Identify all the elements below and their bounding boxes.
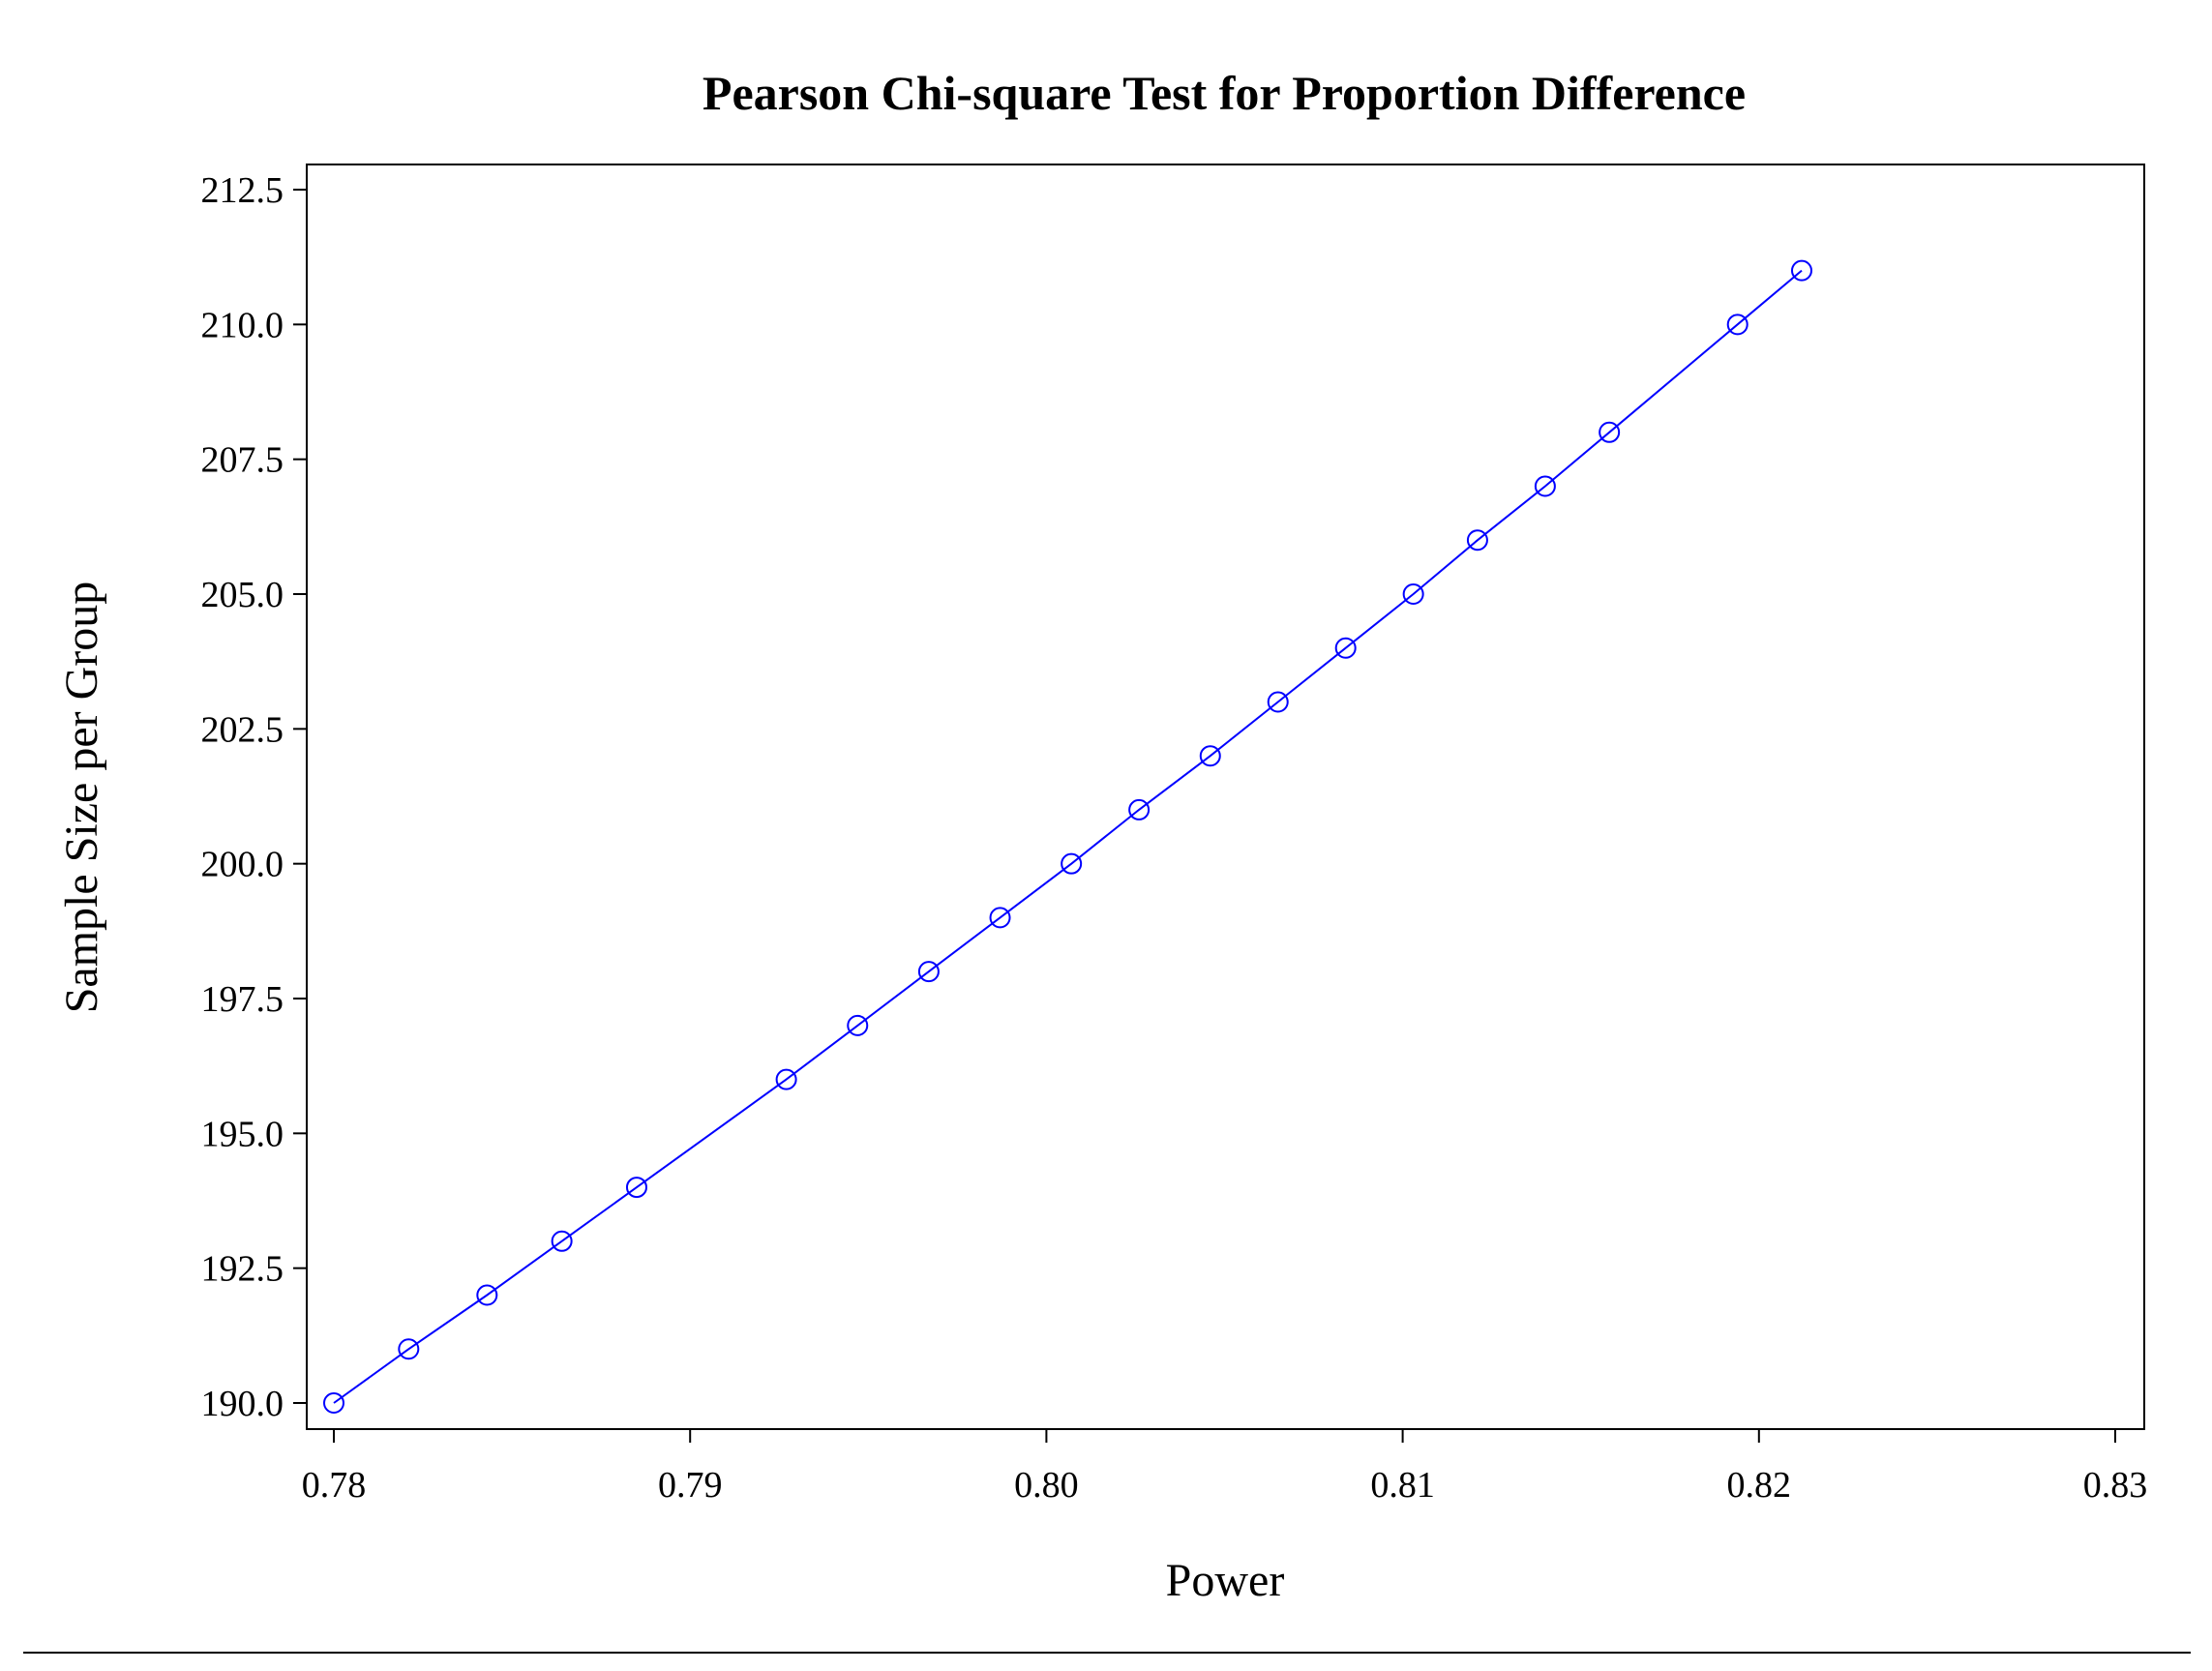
data-point <box>1402 583 1424 605</box>
x-axis-label: Power <box>1166 1555 1285 1606</box>
data-point <box>1334 637 1357 659</box>
x-tick-label: 0.82 <box>1727 1465 1792 1506</box>
data-point <box>476 1284 498 1306</box>
y-tick-label: 195.0 <box>201 1114 284 1154</box>
y-tick-label: 192.5 <box>201 1249 284 1290</box>
data-point <box>551 1230 573 1252</box>
x-tick-label: 0.83 <box>2083 1465 2148 1506</box>
data-point <box>1199 745 1221 767</box>
data-point <box>1466 529 1488 552</box>
y-tick-label: 200.0 <box>201 845 284 885</box>
data-point <box>1790 259 1812 282</box>
chart-title: Pearson Chi-square Test for Proportion D… <box>702 66 1746 120</box>
y-axis-label: Sample Size per Group <box>56 582 107 1014</box>
data-point <box>1599 421 1621 443</box>
data-point <box>625 1177 647 1199</box>
series-line <box>333 269 1803 1404</box>
y-tick-label: 207.5 <box>201 440 284 481</box>
x-tick-label: 0.80 <box>1014 1465 1079 1506</box>
y-tick-label: 190.0 <box>201 1384 284 1424</box>
x-tick-label: 0.78 <box>302 1465 367 1506</box>
series-group <box>323 259 1812 1414</box>
plot-area-frame <box>306 164 2145 1430</box>
data-point <box>775 1068 797 1090</box>
data-point <box>989 907 1011 929</box>
data-point <box>398 1338 420 1360</box>
data-point <box>1726 313 1749 336</box>
x-axis: 0.78 0.79 0.80 0.81 0.82 0.83 <box>302 1429 2148 1506</box>
y-axis: 190.0 192.5 195.0 197.5 200.0 202.5 205.0 207.5… <box>201 170 307 1424</box>
data-point <box>323 1392 344 1414</box>
data-point <box>917 961 940 983</box>
y-tick-label: 212.5 <box>201 170 284 211</box>
y-tick-label: 205.0 <box>201 575 284 615</box>
data-point <box>847 1014 869 1036</box>
data-point <box>1128 798 1151 821</box>
data-point <box>1267 691 1289 713</box>
y-tick-label: 197.5 <box>201 979 284 1020</box>
y-tick-label: 210.0 <box>201 305 284 345</box>
x-tick-label: 0.79 <box>658 1465 723 1506</box>
x-tick-label: 0.81 <box>1370 1465 1435 1506</box>
data-point <box>1534 475 1556 497</box>
y-tick-label: 202.5 <box>201 709 284 750</box>
data-point <box>1061 852 1083 875</box>
